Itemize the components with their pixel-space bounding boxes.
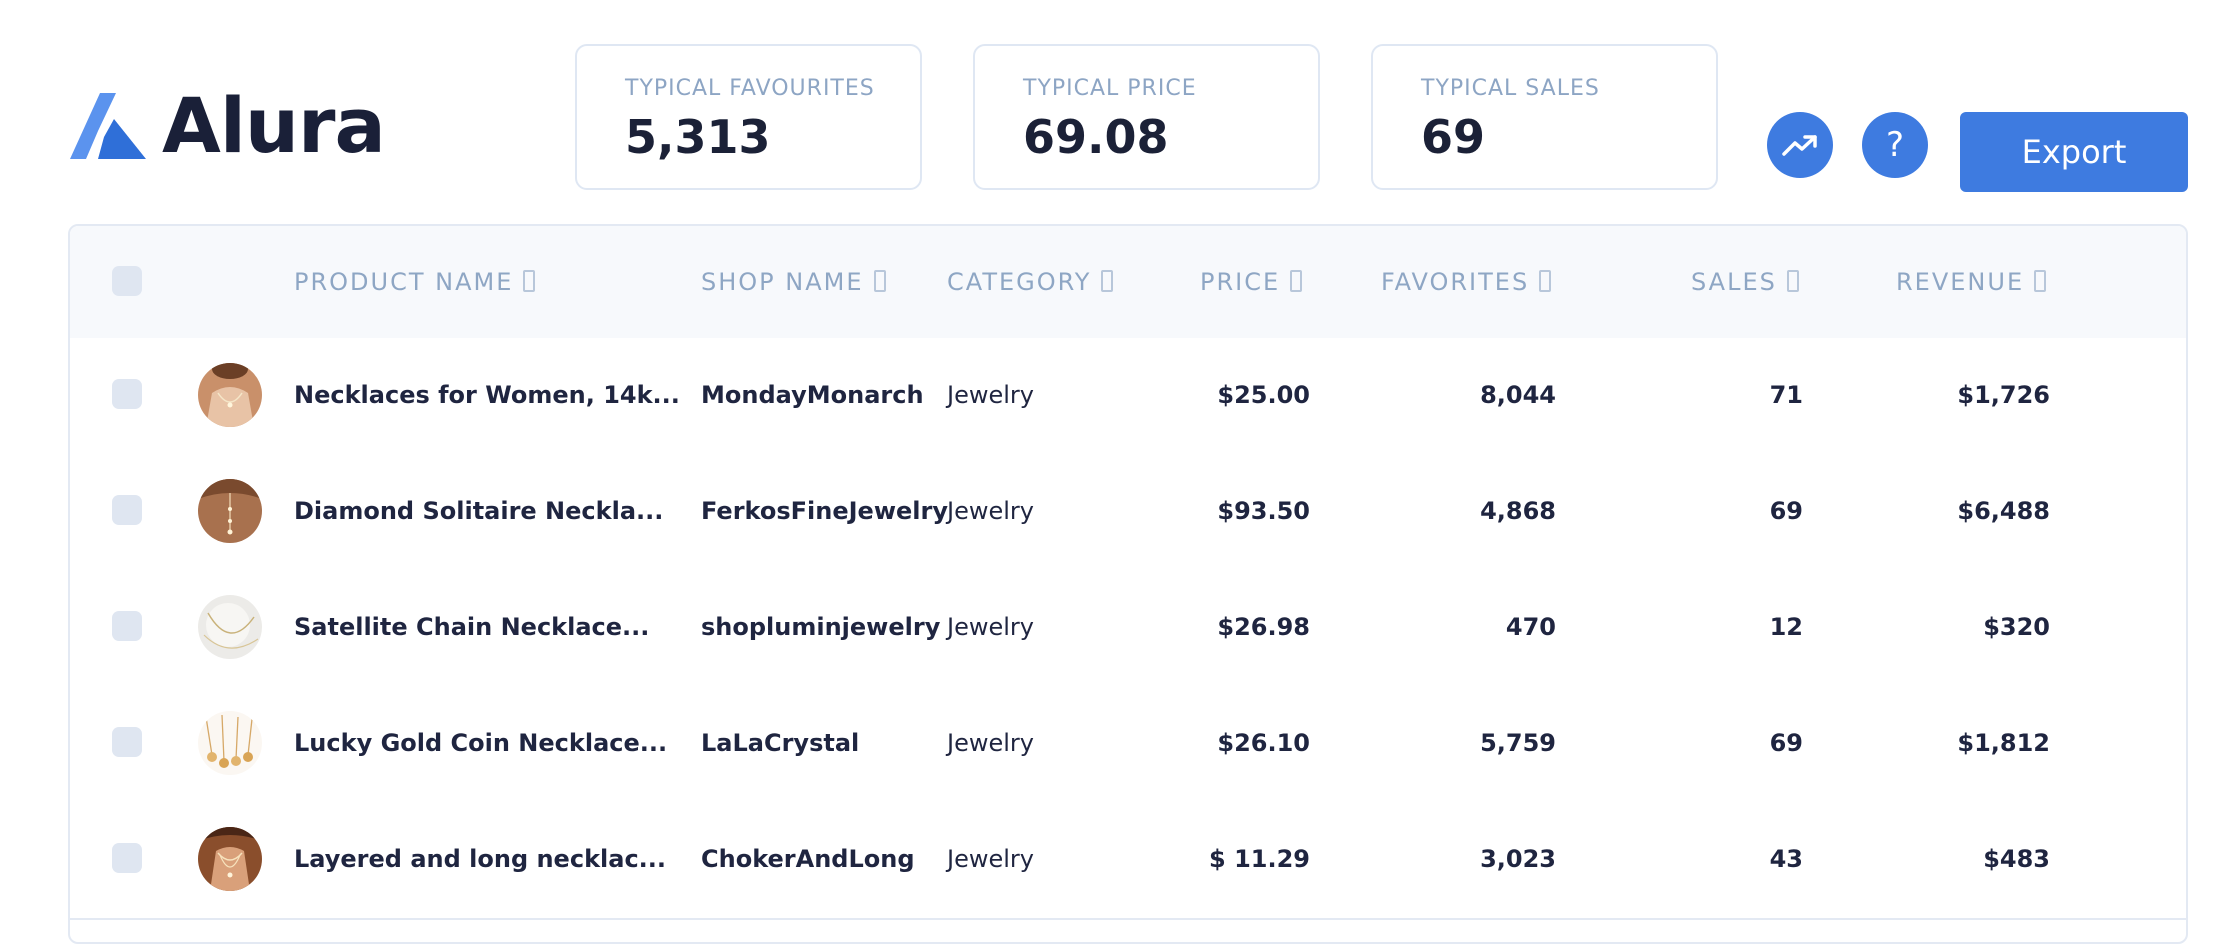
- stat-value: 69: [1421, 110, 1486, 164]
- stat-value: 69.08: [1023, 110, 1169, 164]
- sales: 12: [1769, 613, 1803, 641]
- price: $26.98: [1217, 613, 1310, 641]
- category: Jewelry: [947, 729, 1034, 757]
- favorites: 8,044: [1480, 381, 1556, 409]
- shop-name[interactable]: shopluminjewelry: [701, 613, 941, 641]
- product-name[interactable]: Diamond Solitaire Neckla...: [294, 497, 664, 525]
- table-row[interactable]: Lucky Gold Coin Necklace... LaLaCrystal …: [70, 686, 2186, 804]
- column-header-sales[interactable]: SALES: [1691, 268, 1799, 296]
- stat-label: TYPICAL FAVOURITES: [625, 76, 875, 101]
- necklace-photo-image: [198, 827, 262, 891]
- shop-name[interactable]: LaLaCrystal: [701, 729, 860, 757]
- stat-label: TYPICAL SALES: [1421, 76, 1600, 101]
- product-thumbnail[interactable]: [198, 479, 262, 543]
- shop-name[interactable]: FerkosFineJewelry: [701, 497, 948, 525]
- column-label: REVENUE: [1896, 268, 2025, 296]
- sales: 69: [1769, 497, 1803, 525]
- product-name[interactable]: Lucky Gold Coin Necklace...: [294, 729, 668, 757]
- necklace-photo-image: [198, 595, 262, 659]
- product-thumbnail[interactable]: [198, 363, 262, 427]
- row-checkbox[interactable]: [112, 495, 142, 525]
- category: Jewelry: [947, 381, 1034, 409]
- trending-up-icon: [1782, 135, 1817, 156]
- column-label: FAVORITES: [1381, 268, 1530, 296]
- shop-name[interactable]: ChokerAndLong: [701, 845, 915, 873]
- help-button[interactable]: ?: [1862, 112, 1928, 178]
- row-checkbox[interactable]: [112, 379, 142, 409]
- category: Jewelry: [947, 497, 1034, 525]
- sales: 69: [1769, 729, 1803, 757]
- table-row[interactable]: Satellite Chain Necklace... shopluminjew…: [70, 570, 2186, 688]
- category: Jewelry: [947, 613, 1034, 641]
- column-header-shop-name[interactable]: SHOP NAME: [701, 268, 886, 296]
- stat-card-favourites: TYPICAL FAVOURITES 5,313: [575, 44, 922, 190]
- select-all-checkbox[interactable]: [112, 266, 142, 296]
- necklace-photo-image: [198, 363, 262, 427]
- row-checkbox[interactable]: [112, 611, 142, 641]
- favorites: 470: [1505, 613, 1556, 641]
- column-label: PRICE: [1200, 268, 1281, 296]
- sort-icon: [523, 270, 536, 292]
- column-header-revenue[interactable]: REVENUE: [1896, 268, 2047, 296]
- column-label: SHOP NAME: [701, 268, 864, 296]
- revenue: $6,488: [1957, 497, 2050, 525]
- trends-button[interactable]: [1767, 112, 1833, 178]
- help-icon: ?: [1885, 125, 1905, 165]
- column-label: CATEGORY: [947, 268, 1092, 296]
- table-row[interactable]: Necklaces for Women, 14k... MondayMonarc…: [70, 338, 2186, 456]
- product-thumbnail[interactable]: [198, 827, 262, 891]
- shop-name[interactable]: MondayMonarch: [701, 381, 924, 409]
- brand-logo[interactable]: Alura: [70, 81, 386, 170]
- revenue: $320: [1983, 613, 2050, 641]
- column-header-category[interactable]: CATEGORY: [947, 268, 1114, 296]
- product-name[interactable]: Layered and long necklac...: [294, 845, 667, 873]
- product-thumbnail[interactable]: [198, 711, 262, 775]
- alura-logo-icon: [70, 93, 146, 159]
- favorites: 4,868: [1480, 497, 1556, 525]
- column-header-favorites[interactable]: FAVORITES: [1381, 268, 1552, 296]
- price: $25.00: [1217, 381, 1310, 409]
- table-header: PRODUCT NAME SHOP NAME CATEGORY PRICE FA…: [70, 226, 2186, 340]
- column-header-product-name[interactable]: PRODUCT NAME: [294, 268, 536, 296]
- sort-icon: [2034, 270, 2047, 292]
- sort-icon: [1786, 270, 1799, 292]
- table-row[interactable]: Diamond Solitaire Neckla... FerkosFineJe…: [70, 454, 2186, 572]
- table-row[interactable]: Layered and long necklac... ChokerAndLon…: [70, 802, 2186, 920]
- favorites: 5,759: [1480, 729, 1556, 757]
- stat-card-sales: TYPICAL SALES 69: [1371, 44, 1718, 190]
- product-thumbnail[interactable]: [198, 595, 262, 659]
- sales: 43: [1769, 845, 1803, 873]
- revenue: $1,726: [1957, 381, 2050, 409]
- row-checkbox[interactable]: [112, 727, 142, 757]
- favorites: 3,023: [1480, 845, 1556, 873]
- sort-icon: [1290, 270, 1303, 292]
- sales: 71: [1769, 381, 1803, 409]
- sort-icon: [873, 270, 886, 292]
- category: Jewelry: [947, 845, 1034, 873]
- price: $93.50: [1217, 497, 1310, 525]
- column-label: PRODUCT NAME: [294, 268, 514, 296]
- price: $26.10: [1217, 729, 1310, 757]
- stat-value: 5,313: [625, 110, 771, 164]
- revenue: $483: [1983, 845, 2050, 873]
- column-header-price[interactable]: PRICE: [1200, 268, 1303, 296]
- brand-name: Alura: [162, 81, 386, 170]
- product-name[interactable]: Necklaces for Women, 14k...: [294, 381, 680, 409]
- necklace-photo-image: [198, 479, 262, 543]
- stat-card-price: TYPICAL PRICE 69.08: [973, 44, 1320, 190]
- necklace-photo-image: [198, 711, 262, 775]
- price: $ 11.29: [1209, 845, 1310, 873]
- sort-icon: [1101, 270, 1114, 292]
- column-label: SALES: [1691, 268, 1777, 296]
- sort-icon: [1539, 270, 1552, 292]
- revenue: $1,812: [1957, 729, 2050, 757]
- stat-label: TYPICAL PRICE: [1023, 76, 1197, 101]
- export-button[interactable]: Export: [1960, 112, 2188, 192]
- row-checkbox[interactable]: [112, 843, 142, 873]
- product-name[interactable]: Satellite Chain Necklace...: [294, 613, 650, 641]
- products-table: PRODUCT NAME SHOP NAME CATEGORY PRICE FA…: [68, 224, 2188, 944]
